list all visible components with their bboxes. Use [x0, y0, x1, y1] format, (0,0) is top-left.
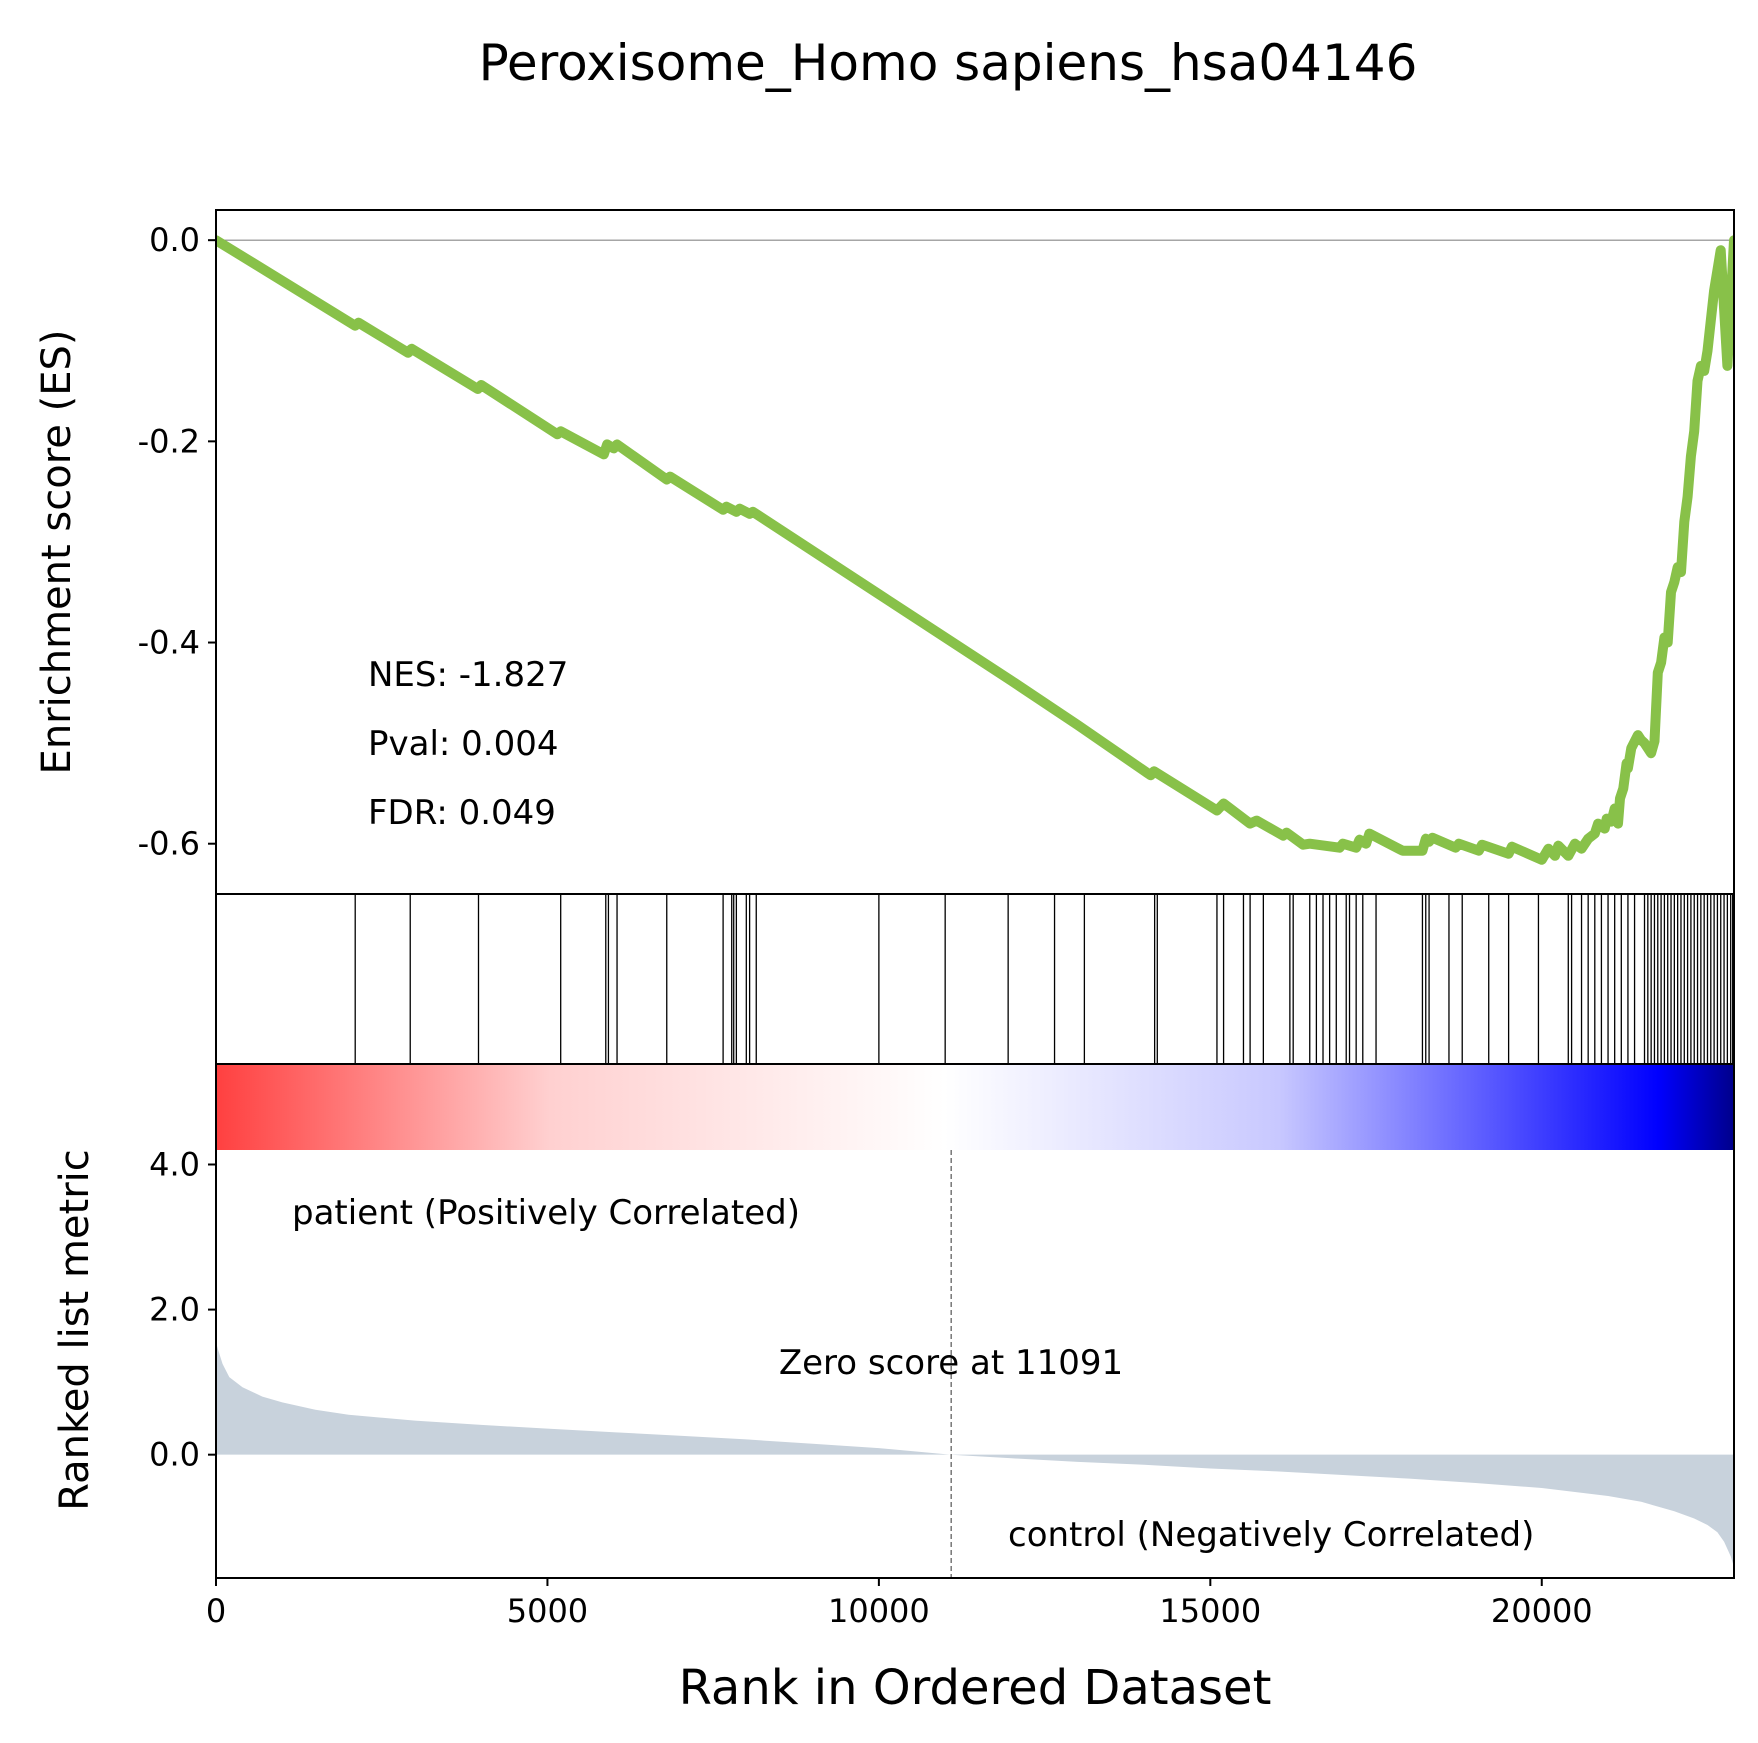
es-frame: [215, 209, 1735, 895]
x-tick-label: 20000: [1491, 1592, 1593, 1630]
x-tick-label: 5000: [507, 1592, 588, 1630]
metric-frame: [215, 1063, 1735, 1579]
pval-stat: Pval: 0.004: [368, 724, 559, 764]
es-curve: [216, 235, 1734, 865]
x-tick-label: 0: [206, 1592, 226, 1630]
rank-gradient-bar: [216, 1064, 1734, 1150]
metric-y-tick-label: 4.0: [149, 1146, 200, 1184]
x-tick-label: 15000: [1159, 1592, 1261, 1630]
hits-frame: [215, 893, 1735, 1065]
chart-title: Peroxisome_Homo sapiens_hsa04146: [479, 34, 1418, 92]
metric-area: [216, 1342, 1734, 1568]
nes-stat: NES: -1.827: [368, 655, 568, 695]
metric-y-tick-label: 0.0: [149, 1436, 200, 1474]
zero-score-label: Zero score at 11091: [779, 1343, 1123, 1383]
metric-y-axis-label: Ranked list metric: [52, 1149, 98, 1511]
metric-panel: 0.0 2.0 4.0 Ranked list metric patient (Po…: [52, 1063, 1735, 1579]
es-y-tick-label: -0.4: [138, 624, 200, 662]
es-y-tick-label: -0.2: [138, 422, 200, 460]
es-y-axis-label: Enrichment score (ES): [34, 330, 80, 775]
metric-y-tick-label: 2.0: [149, 1291, 200, 1329]
negative-group-label: control (Negatively Correlated): [1008, 1515, 1534, 1555]
es-y-tick-label: 0.0: [149, 221, 200, 259]
x-axis-label: Rank in Ordered Dataset: [679, 1660, 1272, 1716]
positive-group-label: patient (Positively Correlated): [292, 1193, 800, 1233]
hits-panel: [215, 893, 1735, 1065]
es-panel: 0.0 -0.2 -0.4 -0.6 Enrichment score (ES) NE…: [34, 209, 1735, 895]
es-y-tick-label: -0.6: [138, 825, 200, 863]
fdr-stat: FDR: 0.049: [368, 793, 556, 833]
x-tick-label: 10000: [828, 1592, 930, 1630]
